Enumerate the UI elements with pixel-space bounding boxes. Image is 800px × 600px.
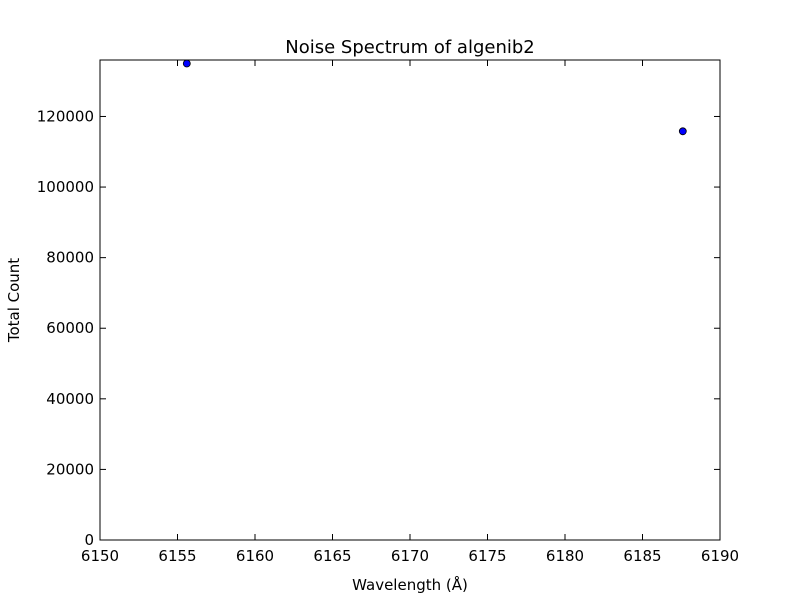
x-tick-label: 6155	[158, 547, 196, 565]
plot-area-frame	[99, 59, 721, 541]
axis-ticks: 6150 6155 6160 6165 6170 6175 6180 6185 6190 0 200…	[37, 60, 739, 565]
x-tick-label: 6185	[623, 547, 661, 565]
scatter-point	[182, 59, 191, 68]
y-tick-label: 80000	[46, 249, 94, 267]
scatter-point	[678, 127, 687, 136]
y-tick-label: 40000	[46, 390, 94, 408]
data-points	[182, 59, 687, 136]
y-tick-label: 100000	[37, 178, 94, 196]
x-tick-label: 6175	[468, 547, 506, 565]
y-tick-label: 60000	[46, 319, 94, 337]
x-tick-label: 6190	[701, 547, 739, 565]
x-tick-label: 6170	[391, 547, 429, 565]
y-tick-label: 0	[84, 531, 94, 549]
x-axis-label: Wavelength (Å)	[352, 575, 468, 594]
x-tick-label: 6160	[236, 547, 274, 565]
y-axis-label: Total Count	[5, 258, 23, 343]
x-tick-label: 6180	[546, 547, 584, 565]
y-tick-label: 120000	[37, 107, 94, 125]
chart-title: Noise Spectrum of algenib2	[285, 37, 535, 58]
y-tick-label: 20000	[46, 460, 94, 478]
x-tick-label: 6150	[81, 547, 119, 565]
x-tick-label: 6165	[313, 547, 351, 565]
